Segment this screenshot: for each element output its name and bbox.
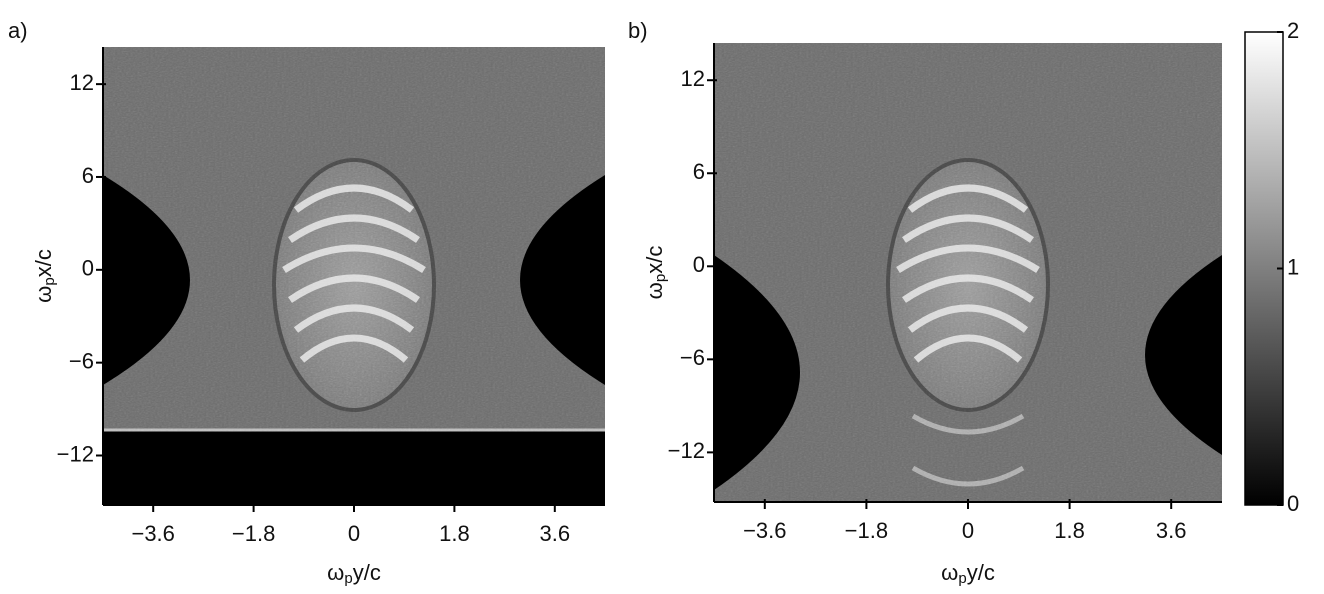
noise bbox=[103, 47, 605, 505]
heatmap-image bbox=[103, 47, 605, 505]
x-tick-label: 0 bbox=[962, 518, 974, 543]
noise bbox=[714, 43, 1222, 502]
colorbar-tick-label: 0 bbox=[1287, 491, 1299, 516]
y-tick-label: 12 bbox=[681, 66, 705, 91]
x-tick-label: 3.6 bbox=[1156, 518, 1187, 543]
y-tick-label: −12 bbox=[57, 441, 94, 466]
axis-label: ωpx/c bbox=[31, 249, 58, 303]
y-tick-label: −12 bbox=[668, 438, 705, 463]
axis-label-subscript: p bbox=[344, 570, 352, 587]
axis-label-subscript: p bbox=[41, 277, 58, 285]
y-tick-label: 6 bbox=[693, 159, 705, 184]
axis-label-part: ω bbox=[327, 560, 344, 585]
y-tick-label: 0 bbox=[693, 252, 705, 277]
axis-label-part: ω bbox=[31, 286, 56, 303]
y-tick-label: 12 bbox=[70, 70, 94, 95]
axis-label-part: x/c bbox=[642, 246, 667, 274]
x-tick-label: 0 bbox=[348, 521, 360, 546]
heatmap-image bbox=[714, 43, 1222, 502]
axis-label-part: x/c bbox=[31, 249, 56, 277]
x-tick-label: −3.6 bbox=[131, 521, 174, 546]
x-tick-label: −1.8 bbox=[845, 518, 888, 543]
axis-label-part: y/c bbox=[353, 560, 381, 585]
x-tick-label: −1.8 bbox=[232, 521, 275, 546]
axis-label-part: ω bbox=[642, 282, 667, 299]
y-tick-label: −6 bbox=[680, 345, 705, 370]
y-tick-label: 0 bbox=[82, 256, 94, 281]
x-tick-label: 3.6 bbox=[540, 521, 571, 546]
axis-label-subscript: p bbox=[958, 570, 966, 587]
axis-label-part: ω bbox=[941, 560, 958, 585]
axis-label: ωpx/c bbox=[642, 246, 669, 300]
y-tick-label: −6 bbox=[69, 348, 94, 373]
colorbar-tick-label: 1 bbox=[1287, 254, 1299, 279]
axis-label: ωpy/c bbox=[941, 560, 995, 587]
x-tick-label: −3.6 bbox=[743, 518, 786, 543]
x-tick-label: 1.8 bbox=[1054, 518, 1085, 543]
y-tick-label: 6 bbox=[82, 163, 94, 188]
axis-label-part: y/c bbox=[967, 560, 995, 585]
axis-label: ωpy/c bbox=[327, 560, 381, 587]
colorbar-tick-label: 2 bbox=[1287, 18, 1299, 43]
panel-label: b) bbox=[628, 18, 648, 43]
axis-label-subscript: p bbox=[652, 274, 669, 282]
x-tick-label: 1.8 bbox=[439, 521, 470, 546]
panel-label: a) bbox=[8, 18, 28, 43]
